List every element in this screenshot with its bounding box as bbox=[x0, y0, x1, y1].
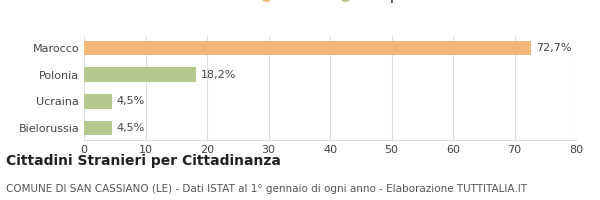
Bar bbox=[84, 121, 112, 135]
Bar bbox=[84, 41, 531, 55]
Text: 18,2%: 18,2% bbox=[201, 70, 236, 80]
Text: 4,5%: 4,5% bbox=[116, 123, 145, 133]
Legend: Africa, Europa: Africa, Europa bbox=[249, 0, 411, 8]
Text: Cittadini Stranieri per Cittadinanza: Cittadini Stranieri per Cittadinanza bbox=[6, 154, 281, 168]
Bar bbox=[84, 67, 196, 82]
Text: 72,7%: 72,7% bbox=[536, 43, 572, 53]
Bar bbox=[84, 94, 112, 109]
Text: 4,5%: 4,5% bbox=[116, 96, 145, 106]
Text: COMUNE DI SAN CASSIANO (LE) - Dati ISTAT al 1° gennaio di ogni anno - Elaborazio: COMUNE DI SAN CASSIANO (LE) - Dati ISTAT… bbox=[6, 184, 527, 194]
